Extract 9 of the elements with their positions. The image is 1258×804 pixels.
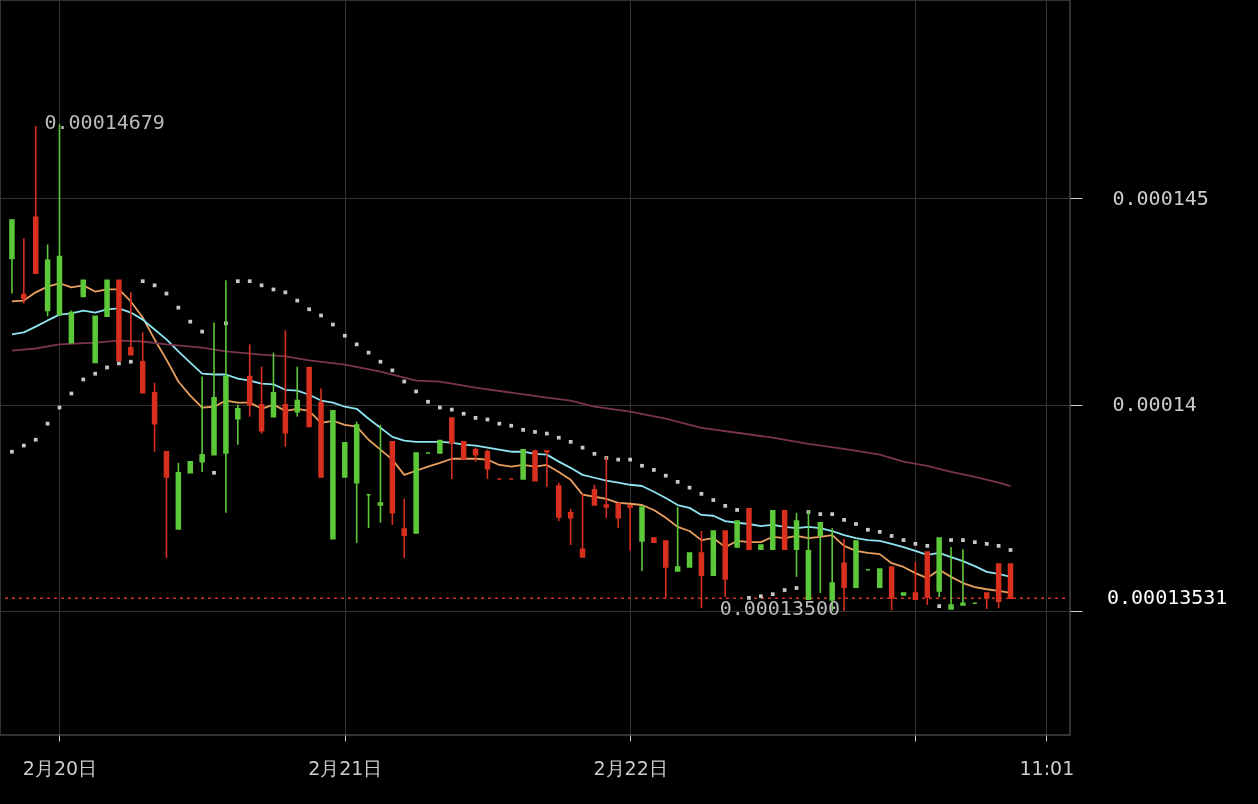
x-tick-label: 2月21日 [308,756,383,779]
x-tick-label: 2月22日 [593,756,668,779]
x-tick-label: 11:01 [1019,756,1075,779]
y-tick-label: 0.000145 [1112,185,1209,210]
x-tick-label: 2月20日 [22,756,98,779]
ref-line-label: 0.00013531 [1107,585,1228,610]
annotation: 0.00014679 [44,110,165,135]
annotation: 0.00013500 [719,596,841,621]
y-tick-label: 0.00014 [1112,392,1197,417]
